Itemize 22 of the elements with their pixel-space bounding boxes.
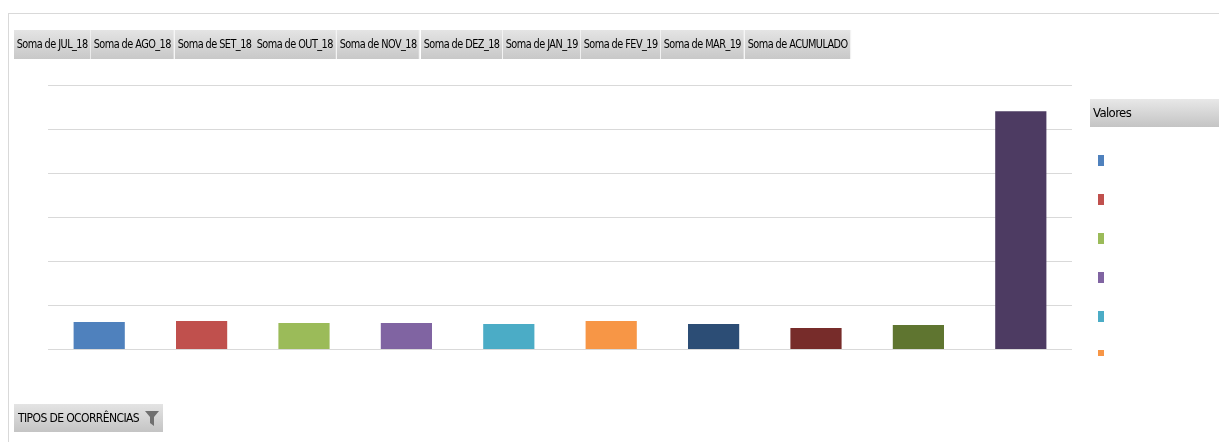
text: Soma de AGO_18 [90,30,175,59]
legend-title: Valores [1090,99,1219,127]
text: Soma de FEV_19 [580,30,662,59]
bar [585,320,637,349]
text: Soma de MAR_19 [660,30,745,59]
text: Soma de OUT_18 [254,30,337,59]
bar [688,324,740,349]
bar [483,324,535,349]
text: Soma de ACUMULADO [744,30,852,59]
bar [995,111,1047,349]
text: Soma de DEZ_18 [420,30,503,59]
bar [790,328,842,349]
bar [380,323,432,349]
bar [278,323,330,349]
text: Soma de NOV_18 [337,30,421,59]
text: Soma de JAN_19 [502,30,582,59]
text: Soma de JUL_18 [14,30,92,59]
bar [176,320,228,349]
bar [892,324,944,349]
bar [73,322,125,349]
text: Soma de SET_18 [174,30,255,59]
text: TIPOS DE OCORRÊNCIAS [18,411,140,425]
